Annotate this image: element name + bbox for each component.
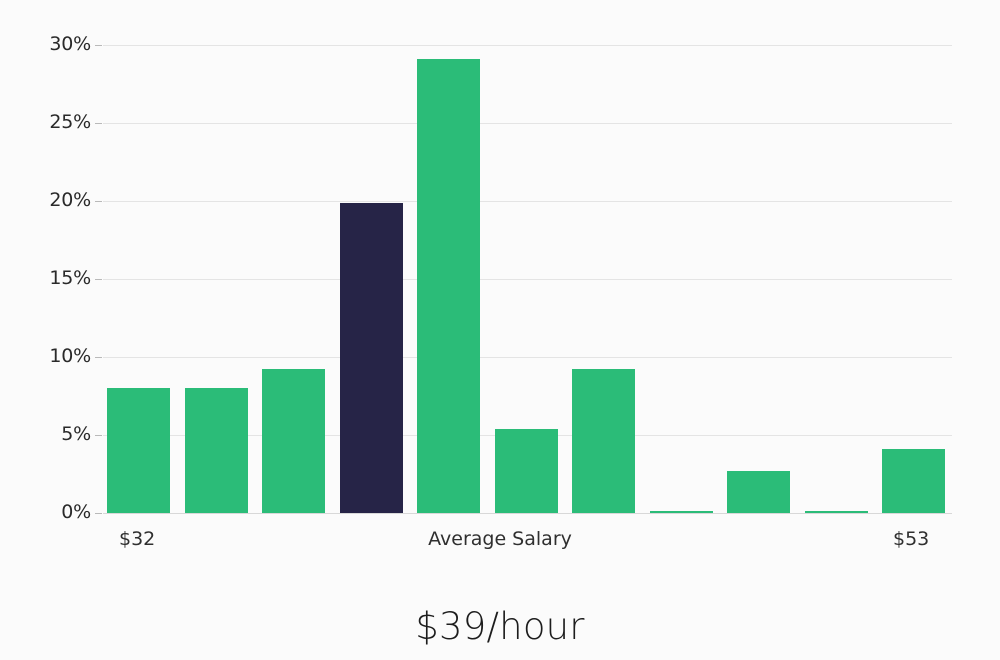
y-axis-tick-label: 10% — [49, 345, 91, 367]
chart-caption: $39/hour — [415, 605, 585, 648]
bar — [572, 369, 635, 513]
gridline — [103, 513, 952, 514]
bar — [417, 59, 480, 513]
bar — [494, 428, 558, 513]
gridline — [103, 45, 952, 46]
y-axis-tick-label: 20% — [49, 189, 91, 211]
bar — [804, 510, 868, 513]
y-axis-tick-label: 15% — [49, 267, 91, 289]
y-axis-tick — [95, 201, 102, 202]
x-axis-title: Average Salary — [428, 528, 572, 550]
y-axis-tick-label: 30% — [49, 33, 91, 55]
bar — [727, 470, 790, 513]
gridline — [103, 123, 952, 124]
y-axis-tick — [95, 279, 102, 280]
y-axis-tick — [95, 435, 102, 436]
y-axis-tick — [95, 357, 102, 358]
y-axis-tick-label: 25% — [49, 111, 91, 133]
y-axis-tick — [95, 45, 102, 46]
bar — [649, 510, 713, 513]
y-axis-tick — [95, 123, 102, 124]
bar — [184, 388, 248, 513]
gridline — [103, 357, 952, 358]
y-axis-tick — [95, 513, 102, 514]
gridline — [103, 201, 952, 202]
plot-area — [95, 45, 952, 514]
y-axis-tick-label: 5% — [61, 423, 91, 445]
x-axis-label-min: $32 — [119, 528, 156, 550]
bar — [262, 369, 325, 513]
bar — [107, 388, 170, 513]
gridline — [103, 279, 952, 280]
y-axis-tick-label: 0% — [61, 501, 91, 523]
x-axis-label-max: $53 — [893, 528, 930, 550]
bar — [882, 449, 945, 513]
bar-highlighted — [339, 202, 403, 513]
